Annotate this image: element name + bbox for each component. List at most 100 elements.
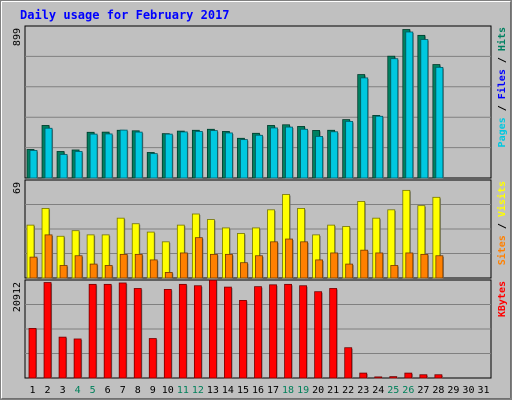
bar-files-day-26	[405, 31, 414, 179]
y-max-label: 20912	[12, 282, 23, 312]
series-legend-label: Sites / Visits	[496, 181, 508, 265]
bar-files-day-2	[44, 127, 53, 179]
x-tick-label: 15	[237, 385, 249, 396]
bar-kbytes-day-9	[148, 338, 157, 379]
bar-sites-day-18	[285, 238, 293, 279]
bar-files-day-7	[119, 129, 128, 179]
bar-sites-day-17	[270, 241, 278, 279]
bar-files-day-1	[29, 150, 38, 179]
x-tick-label: 12	[192, 385, 204, 396]
bar-files-day-21	[330, 131, 339, 179]
bar-sites-day-16	[255, 255, 263, 279]
bar-sites-day-19	[300, 241, 308, 279]
x-tick-label: 19	[297, 385, 309, 396]
bar-kbytes-day-23	[359, 372, 368, 379]
x-tick-label: 24	[372, 385, 384, 396]
bar-files-day-16	[255, 134, 263, 179]
panel-visits-sites: 69 Sites / Visits	[12, 179, 508, 279]
bar-files-day-27	[420, 39, 429, 179]
bar-kbytes-day-4	[73, 338, 82, 379]
bar-kbytes-day-26	[404, 372, 413, 379]
x-tick-label: 6	[105, 385, 111, 396]
bar-kbytes-day-18	[284, 283, 292, 379]
bar-sites-day-2	[44, 234, 53, 279]
bar-sites-day-22	[345, 263, 354, 279]
chart-title: Daily usage for February 2017	[20, 8, 230, 22]
x-tick-label: 26	[402, 385, 414, 396]
bar-kbytes-day-10	[163, 289, 172, 379]
bar-kbytes-day-22	[344, 347, 353, 379]
bar-files-day-15	[240, 139, 248, 179]
bar-sites-day-5	[89, 263, 98, 279]
bar-sites-day-28	[435, 255, 444, 279]
x-tick-label: 25	[387, 385, 399, 396]
bar-sites-day-24	[375, 252, 384, 279]
bar-kbytes-day-12	[193, 285, 202, 379]
panel-pages-files-hits: 899 Pages / Files / Hits	[12, 25, 508, 179]
x-tick-label: 13	[207, 385, 219, 396]
bar-sites-day-11	[179, 252, 188, 279]
bar-files-day-10	[164, 133, 173, 179]
x-tick-label: 14	[222, 385, 234, 396]
x-tick-label: 10	[162, 385, 174, 396]
bar-kbytes-day-17	[269, 284, 277, 379]
bar-kbytes-day-3	[58, 336, 67, 379]
bar-sites-day-20	[315, 259, 324, 279]
bar-files-day-17	[270, 127, 278, 179]
bar-kbytes-day-16	[254, 286, 262, 379]
bar-files-day-3	[59, 154, 68, 179]
bar-files-day-24	[375, 115, 384, 179]
series-legend-label: Pages / Files / Hits	[496, 27, 508, 147]
bar-sites-day-1	[29, 256, 38, 279]
bar-sites-day-25	[390, 265, 399, 279]
x-tick-label: 20	[312, 385, 324, 396]
x-tick-label: 1	[30, 385, 36, 396]
x-tick-label: 9	[150, 385, 156, 396]
bar-files-day-6	[104, 133, 113, 179]
series-legend-label: KBytes	[497, 281, 508, 317]
bar-sites-day-8	[134, 253, 143, 279]
x-tick-label: 4	[75, 385, 81, 396]
bar-files-day-20	[315, 136, 324, 179]
bar-kbytes-day-5	[88, 283, 97, 379]
bar-sites-day-14	[225, 253, 233, 279]
x-tick-label: 29	[447, 385, 459, 396]
bar-kbytes-day-24	[374, 376, 383, 379]
bar-sites-day-9	[149, 259, 158, 279]
bar-sites-day-6	[104, 265, 113, 279]
bar-sites-day-26	[405, 252, 414, 279]
bar-sites-day-13	[209, 253, 218, 279]
bar-kbytes-day-8	[133, 288, 142, 379]
bar-files-day-5	[89, 133, 98, 179]
bar-kbytes-day-14	[224, 286, 232, 379]
x-tick-label: 3	[60, 385, 66, 396]
bar-files-day-8	[134, 131, 143, 179]
x-tick-label: 7	[120, 385, 126, 396]
y-max-label: 899	[12, 28, 23, 46]
bar-kbytes-day-25	[389, 376, 398, 379]
bar-sites-day-15	[240, 262, 248, 279]
bar-sites-day-3	[59, 265, 68, 279]
x-tick-label: 31	[477, 385, 489, 396]
x-tick-label: 2	[45, 385, 51, 396]
bar-files-day-19	[300, 128, 308, 179]
bar-kbytes-day-21	[329, 288, 338, 379]
x-axis: 1 2 3 4 5 6 7 8 9 10 11 12 13 14 15 16 17 18 19 20 21 22 23 24 2…	[30, 385, 490, 396]
bar-sites-day-4	[74, 255, 83, 279]
bar-kbytes-day-13	[209, 279, 217, 379]
bar-sites-day-21	[330, 252, 339, 279]
x-tick-label: 22	[342, 385, 354, 396]
x-tick-label: 11	[177, 385, 189, 396]
bar-files-day-22	[345, 121, 354, 179]
bar-kbytes-day-20	[314, 291, 323, 379]
bar-kbytes-day-19	[299, 285, 307, 379]
chart-panels: 899 Pages / Files / Hits 69 Sites / Visits 2…	[12, 25, 508, 379]
x-tick-label: 28	[432, 385, 444, 396]
x-tick-label: 5	[90, 385, 96, 396]
bar-kbytes-day-1	[28, 328, 37, 379]
x-tick-label: 17	[267, 385, 279, 396]
x-tick-label: 18	[282, 385, 294, 396]
bar-sites-day-23	[360, 249, 369, 279]
x-tick-label: 30	[462, 385, 474, 396]
